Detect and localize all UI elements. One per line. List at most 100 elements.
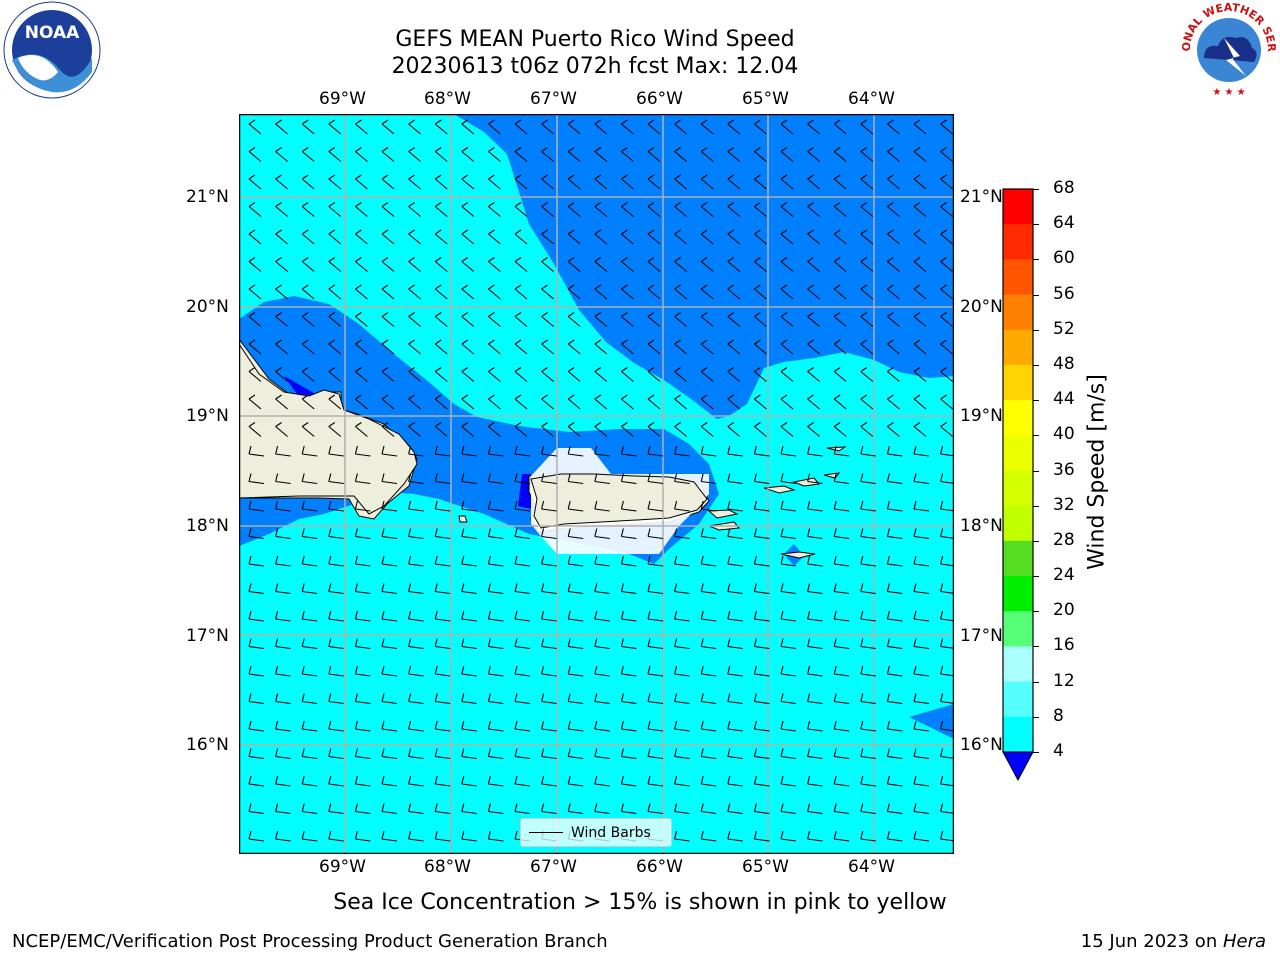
wind-barb: [807, 284, 820, 300]
land-virgin-islands: [707, 509, 739, 519]
wind-barb: [780, 610, 797, 622]
colorbar-tick-label: 28: [1053, 529, 1075, 550]
wind-barb: [488, 339, 501, 355]
wind-barb: [301, 174, 315, 190]
wind-barb: [328, 720, 344, 732]
wind-barb: [860, 528, 876, 540]
colorbar-tick-mark: [1033, 716, 1039, 718]
wind-barb: [514, 257, 528, 272]
wind-barb: [753, 500, 770, 512]
wind-barb: [248, 610, 265, 622]
wind-barb: [807, 830, 823, 842]
wind-barb: [381, 638, 398, 650]
wind-barb: [647, 202, 661, 217]
colorbar-tick-mark: [1033, 540, 1039, 542]
wind-barb: [248, 202, 262, 217]
wind-barb: [886, 445, 903, 457]
wind-barb: [647, 638, 664, 650]
land-st-croix: [780, 551, 816, 559]
wind-barb: [833, 638, 850, 650]
wind-barb: [913, 312, 927, 327]
wind-barb: [514, 748, 531, 760]
footer-date-text: 15 Jun 2023 on: [1080, 931, 1223, 952]
wind-barb: [860, 610, 876, 622]
wind-barb: [301, 748, 318, 760]
wind-barb: [887, 312, 900, 327]
wind-barb: [594, 147, 608, 162]
wind-barb: [886, 583, 903, 595]
wind-barb: [647, 174, 661, 190]
wind-barb: [647, 339, 661, 355]
colorbar-tick-label: 12: [1053, 670, 1075, 691]
wind-barb: [541, 422, 554, 437]
wind-barb: [860, 422, 874, 437]
wind-barb: [488, 119, 501, 135]
land-bvi: [763, 485, 796, 494]
wind-barb: [301, 803, 318, 815]
wind-barb: [913, 555, 930, 567]
wind-barb: [754, 119, 767, 135]
wind-barb: [753, 665, 770, 677]
wind-barb: [780, 775, 797, 787]
wind-barb: [886, 473, 903, 485]
wind-barb: [674, 174, 687, 190]
wind-barb: [301, 830, 318, 842]
wind-barb: [541, 174, 554, 190]
wind-barb: [753, 638, 770, 650]
wind-barb: [674, 257, 687, 272]
wind-barb: [275, 119, 288, 135]
wind-barb: [621, 119, 634, 135]
wind-barb: [354, 693, 371, 705]
wind-barb: [886, 638, 903, 650]
wind-barb: [567, 284, 581, 300]
wind-barb: [647, 665, 664, 677]
wind-barb: [674, 638, 690, 650]
wind-barb: [940, 339, 953, 355]
wind-barb: [381, 119, 395, 135]
wind-barb: [647, 720, 664, 732]
colorbar-segment: [1003, 189, 1033, 225]
wind-barb: [621, 174, 634, 190]
wind-barb: [913, 500, 930, 512]
colorbar-tick-mark: [1033, 752, 1039, 753]
wind-barb: [434, 119, 448, 135]
wind-barb: [434, 312, 448, 327]
wind-barb: [620, 473, 637, 485]
wind-barb: [461, 257, 475, 272]
wind-barb: [700, 312, 714, 327]
colorbar-tick-label: 20: [1053, 600, 1075, 621]
wind-barb: [674, 610, 690, 622]
wind-barb: [620, 555, 637, 567]
wind-barb: [328, 312, 342, 327]
wind-barb: [700, 119, 714, 135]
wind-barb: [514, 367, 528, 382]
wind-barb: [780, 748, 797, 760]
colorbar-tick-mark: [1033, 329, 1039, 331]
wind-barb: [807, 312, 820, 327]
wind-barb: [541, 202, 554, 217]
wind-barb: [381, 528, 398, 540]
wind-barb: [594, 229, 608, 245]
wind-barb: [887, 174, 900, 190]
wind-barb: [727, 422, 741, 437]
wind-barb: [940, 202, 953, 217]
wind-barb: [328, 803, 344, 815]
lon-label-top: 65°W: [742, 89, 789, 109]
wind-barb: [381, 229, 395, 245]
wind-barb: [408, 583, 424, 595]
wind-barb: [886, 803, 903, 815]
wind-barb: [674, 284, 687, 300]
wind-barb: [620, 528, 637, 540]
wind-barb: [541, 312, 554, 327]
wind-barb: [594, 803, 610, 815]
wind-barb: [940, 119, 953, 135]
wind-barb: [700, 610, 717, 622]
wind-barb: [647, 555, 664, 567]
wind-barb: [913, 775, 930, 787]
wind-barb: [248, 583, 265, 595]
wind-barb: [355, 174, 368, 190]
wind-barb: [275, 610, 291, 622]
wind-barb: [620, 693, 637, 705]
wind-barb: [408, 830, 424, 842]
wind-barb: [487, 638, 504, 650]
